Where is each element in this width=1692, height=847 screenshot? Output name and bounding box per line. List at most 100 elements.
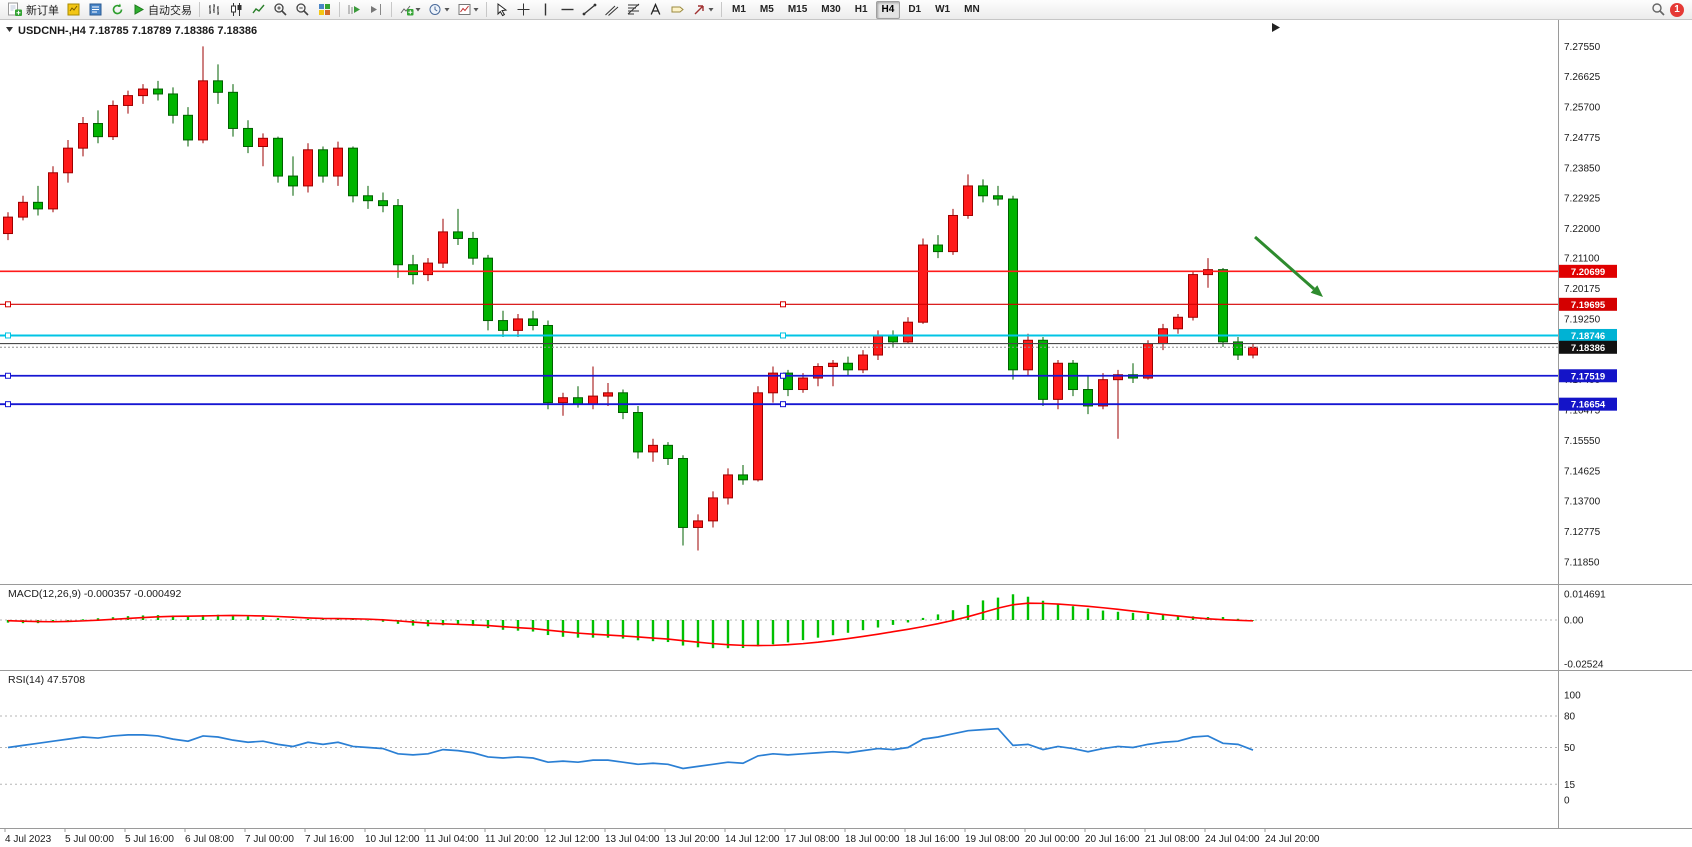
timeframe-group: M1 M5 M15 M30 H1 H4 D1 W1 MN	[726, 0, 986, 19]
arrows-icon	[694, 5, 714, 15]
new-order-icon	[8, 2, 22, 16]
chart-shift-marker[interactable]	[1272, 23, 1280, 32]
time-axis-label: 14 Jul 12:00	[725, 834, 780, 845]
time-axis-label: 13 Jul 04:00	[605, 834, 660, 845]
price-tag-7.19695	[1559, 297, 1617, 311]
tile-windows-button[interactable]	[314, 1, 335, 19]
hline-handle[interactable]	[780, 332, 786, 339]
price-tag-7.20699	[1559, 264, 1617, 278]
market-watch-button[interactable]	[63, 1, 84, 19]
templates-icon	[458, 4, 479, 15]
rsi-scale-label: 100	[1564, 691, 1581, 702]
crosshair-button[interactable]	[513, 1, 534, 19]
trendline-button[interactable]	[579, 1, 600, 19]
bid-price-tag-text: 7.18386	[1571, 343, 1605, 354]
hline-handle[interactable]	[5, 372, 11, 379]
bar-chart-icon	[209, 4, 219, 15]
chart-title: USDCNH-,H4 7.18785 7.18789 7.18386 7.183…	[18, 25, 257, 37]
bar-chart-button[interactable]	[204, 1, 225, 19]
line-chart-button[interactable]	[248, 1, 269, 19]
price-axis-label: 7.21100	[1564, 254, 1600, 265]
zoom-in-button[interactable]	[270, 1, 291, 19]
autotrade-button[interactable]: 自动交易	[129, 1, 195, 19]
line-chart-icon	[252, 4, 265, 14]
hline-handle[interactable]	[780, 372, 786, 379]
time-axis-label: 21 Jul 08:00	[1145, 834, 1200, 845]
price-axis-label: 7.23850	[1564, 163, 1601, 174]
fibonacci-button[interactable]	[623, 1, 644, 19]
new-order-button[interactable]: 新订单	[4, 1, 62, 19]
time-axis-label: 24 Jul 04:00	[1205, 834, 1260, 845]
price-axis-label: 7.12775	[1564, 527, 1601, 538]
periods-button[interactable]	[425, 1, 453, 19]
price-tag-7.18746-text: 7.18746	[1571, 331, 1605, 342]
hline-handle[interactable]	[5, 332, 11, 339]
chart-canvas[interactable]: 7.27550 7.26625 7.25700 7.24775 7.23850 7.229…	[0, 20, 1692, 847]
price-axis-label: 7.22000	[1564, 224, 1601, 235]
autotrade-icon	[134, 4, 145, 15]
data-window-icon	[89, 3, 102, 16]
time-axis-label: 10 Jul 12:00	[365, 834, 420, 845]
chart-shift-button[interactable]	[366, 1, 387, 19]
timeframe-button-M1[interactable]: M1	[726, 1, 752, 19]
rsi-scale-label: 50	[1564, 743, 1576, 754]
ohlc-toggle-icon[interactable]	[6, 27, 13, 32]
horizontal-line-button[interactable]	[557, 1, 578, 19]
search-button[interactable]	[1648, 1, 1669, 19]
templates-button[interactable]	[454, 1, 482, 19]
timeframe-button-H1[interactable]: H1	[849, 1, 874, 19]
hline-handle[interactable]	[5, 401, 11, 408]
annotation-arrow[interactable]	[1254, 235, 1323, 297]
price-axis-label: 7.15550	[1564, 436, 1601, 447]
price-axis-label: 7.19250	[1564, 314, 1601, 325]
indicators-button[interactable]	[396, 1, 424, 19]
time-axis[interactable]: 4 Jul 2023 5 Jul 00:00 5 Jul 16:00 6 Jul 08…	[4, 828, 1320, 846]
cursor-button[interactable]	[491, 1, 512, 19]
channel-button[interactable]	[601, 1, 622, 19]
new-order-label: 新订单	[26, 4, 59, 17]
toolbar-separator	[721, 2, 722, 17]
hline-handle[interactable]	[780, 301, 786, 308]
refresh-icon	[112, 3, 123, 15]
zoom-in-icon	[274, 3, 287, 16]
time-axis-label: 18 Jul 16:00	[905, 834, 960, 845]
macd-scale-label: 0.00	[1564, 616, 1584, 627]
macd-histogram	[6, 594, 1255, 649]
zoom-out-button[interactable]	[292, 1, 313, 19]
notification-badge[interactable]: 1	[1670, 2, 1684, 17]
horizontal-line-icon	[561, 8, 574, 11]
auto-scroll-button[interactable]	[344, 1, 365, 19]
refresh-button[interactable]	[107, 1, 128, 19]
timeframe-button-D1[interactable]: D1	[902, 1, 927, 19]
time-axis-label: 11 Jul 04:00	[425, 834, 479, 845]
zoom-out-icon	[296, 3, 309, 16]
crosshair-icon	[517, 3, 530, 16]
price-tag-7.18746	[1559, 328, 1617, 342]
text-icon	[650, 2, 661, 15]
label-icon	[671, 6, 684, 13]
price-axis-label: 7.11850	[1564, 557, 1600, 568]
text-button[interactable]	[645, 1, 666, 19]
bid-price-tag	[1559, 340, 1617, 354]
time-axis-label: 12 Jul 12:00	[545, 834, 600, 845]
hline-handle[interactable]	[5, 301, 11, 308]
timeframe-button-M5[interactable]: M5	[754, 1, 780, 19]
arrows-button[interactable]	[689, 1, 717, 19]
price-tag-7.16654	[1559, 397, 1617, 411]
hline-handle[interactable]	[780, 401, 786, 408]
auto-scroll-icon	[348, 5, 360, 14]
time-axis-label: 19 Jul 08:00	[965, 834, 1020, 845]
rsi-scale-label: 80	[1564, 712, 1576, 723]
timeframe-button-M30[interactable]: M30	[815, 1, 846, 19]
timeframe-button-M15[interactable]: M15	[782, 1, 813, 19]
timeframe-button-MN[interactable]: MN	[958, 1, 986, 19]
timeframe-button-W1[interactable]: W1	[929, 1, 956, 19]
timeframe-button-H4[interactable]: H4	[875, 0, 901, 19]
label-button[interactable]	[667, 1, 688, 19]
market-watch-icon	[67, 3, 80, 16]
candlestick-chart-button[interactable]	[226, 1, 247, 19]
time-axis-label: 6 Jul 08:00	[185, 834, 234, 845]
cursor-icon	[497, 3, 508, 17]
vertical-line-button[interactable]	[535, 1, 556, 19]
data-window-button[interactable]	[85, 1, 106, 19]
